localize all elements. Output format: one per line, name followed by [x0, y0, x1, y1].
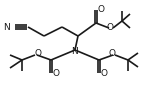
- Text: N: N: [72, 46, 78, 56]
- Text: O: O: [106, 23, 113, 32]
- Text: N: N: [3, 23, 10, 32]
- Text: O: O: [108, 49, 115, 57]
- Text: O: O: [98, 4, 105, 13]
- Text: O: O: [100, 69, 107, 78]
- Text: O: O: [34, 49, 41, 57]
- Text: O: O: [53, 69, 60, 78]
